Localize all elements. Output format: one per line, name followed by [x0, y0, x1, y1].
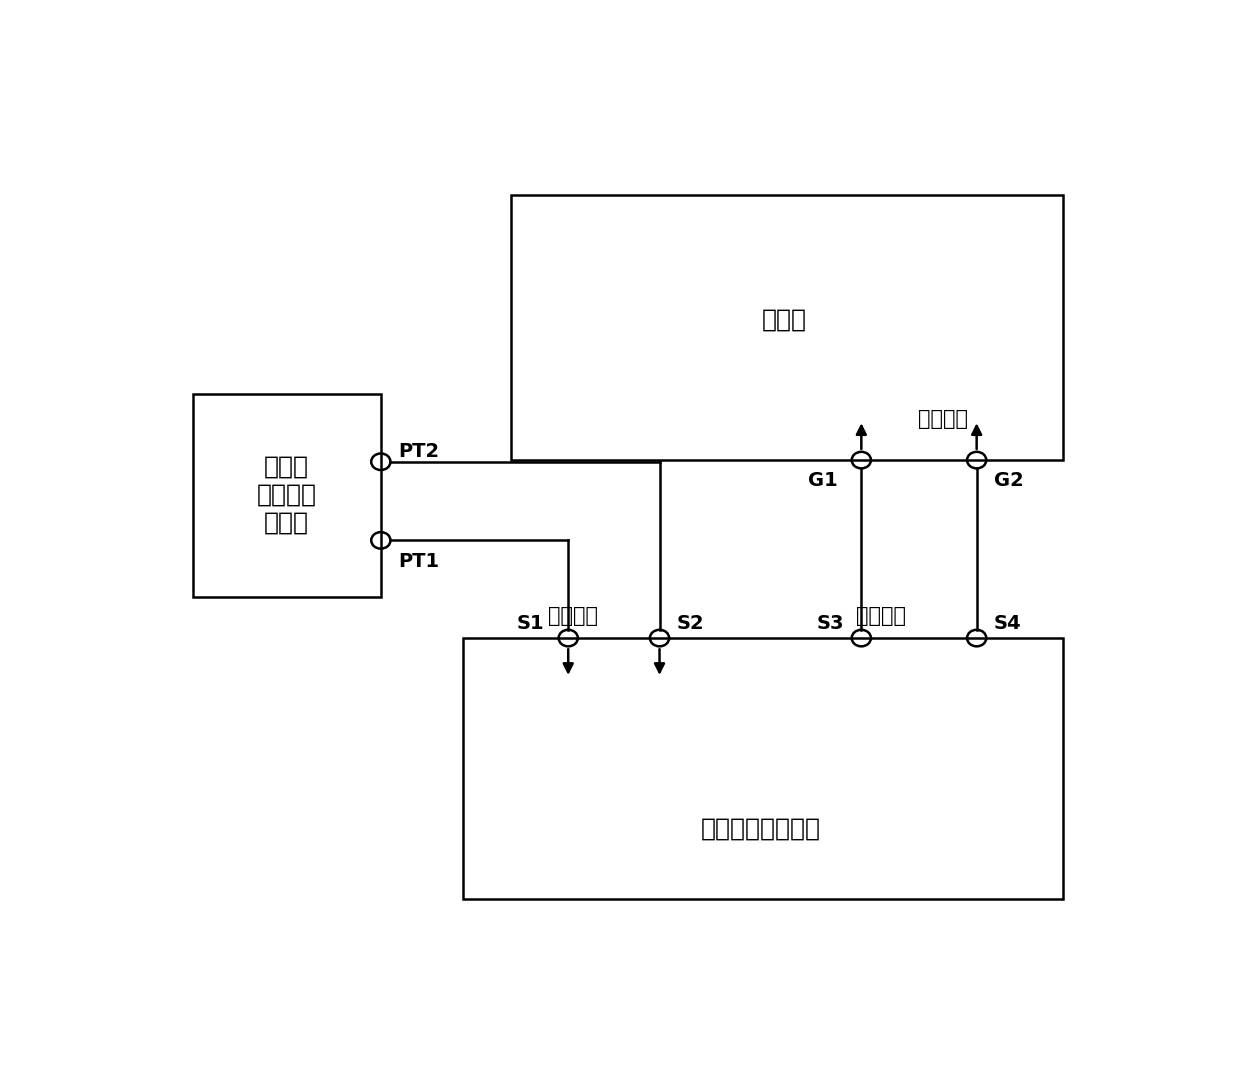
- Text: S2: S2: [677, 614, 704, 633]
- Text: 调速器综合测试仪: 调速器综合测试仪: [701, 816, 821, 841]
- Text: 调速器: 调速器: [761, 307, 807, 331]
- Text: G1: G1: [807, 471, 837, 490]
- Text: S1: S1: [517, 614, 544, 633]
- Text: S4: S4: [994, 614, 1022, 633]
- Text: G2: G2: [994, 471, 1024, 490]
- Text: PT1: PT1: [398, 551, 439, 571]
- Text: 测频端子: 测频端子: [918, 408, 968, 429]
- Text: PT2: PT2: [398, 442, 439, 461]
- Text: 发电机
机端电压
互感器: 发电机 机端电压 互感器: [257, 455, 316, 534]
- Text: 发频端子: 发频端子: [856, 605, 905, 626]
- Text: 测频端子: 测频端子: [548, 605, 598, 626]
- Bar: [463, 639, 1063, 899]
- Bar: [193, 393, 381, 597]
- Text: S3: S3: [816, 614, 844, 633]
- Bar: [511, 196, 1063, 460]
